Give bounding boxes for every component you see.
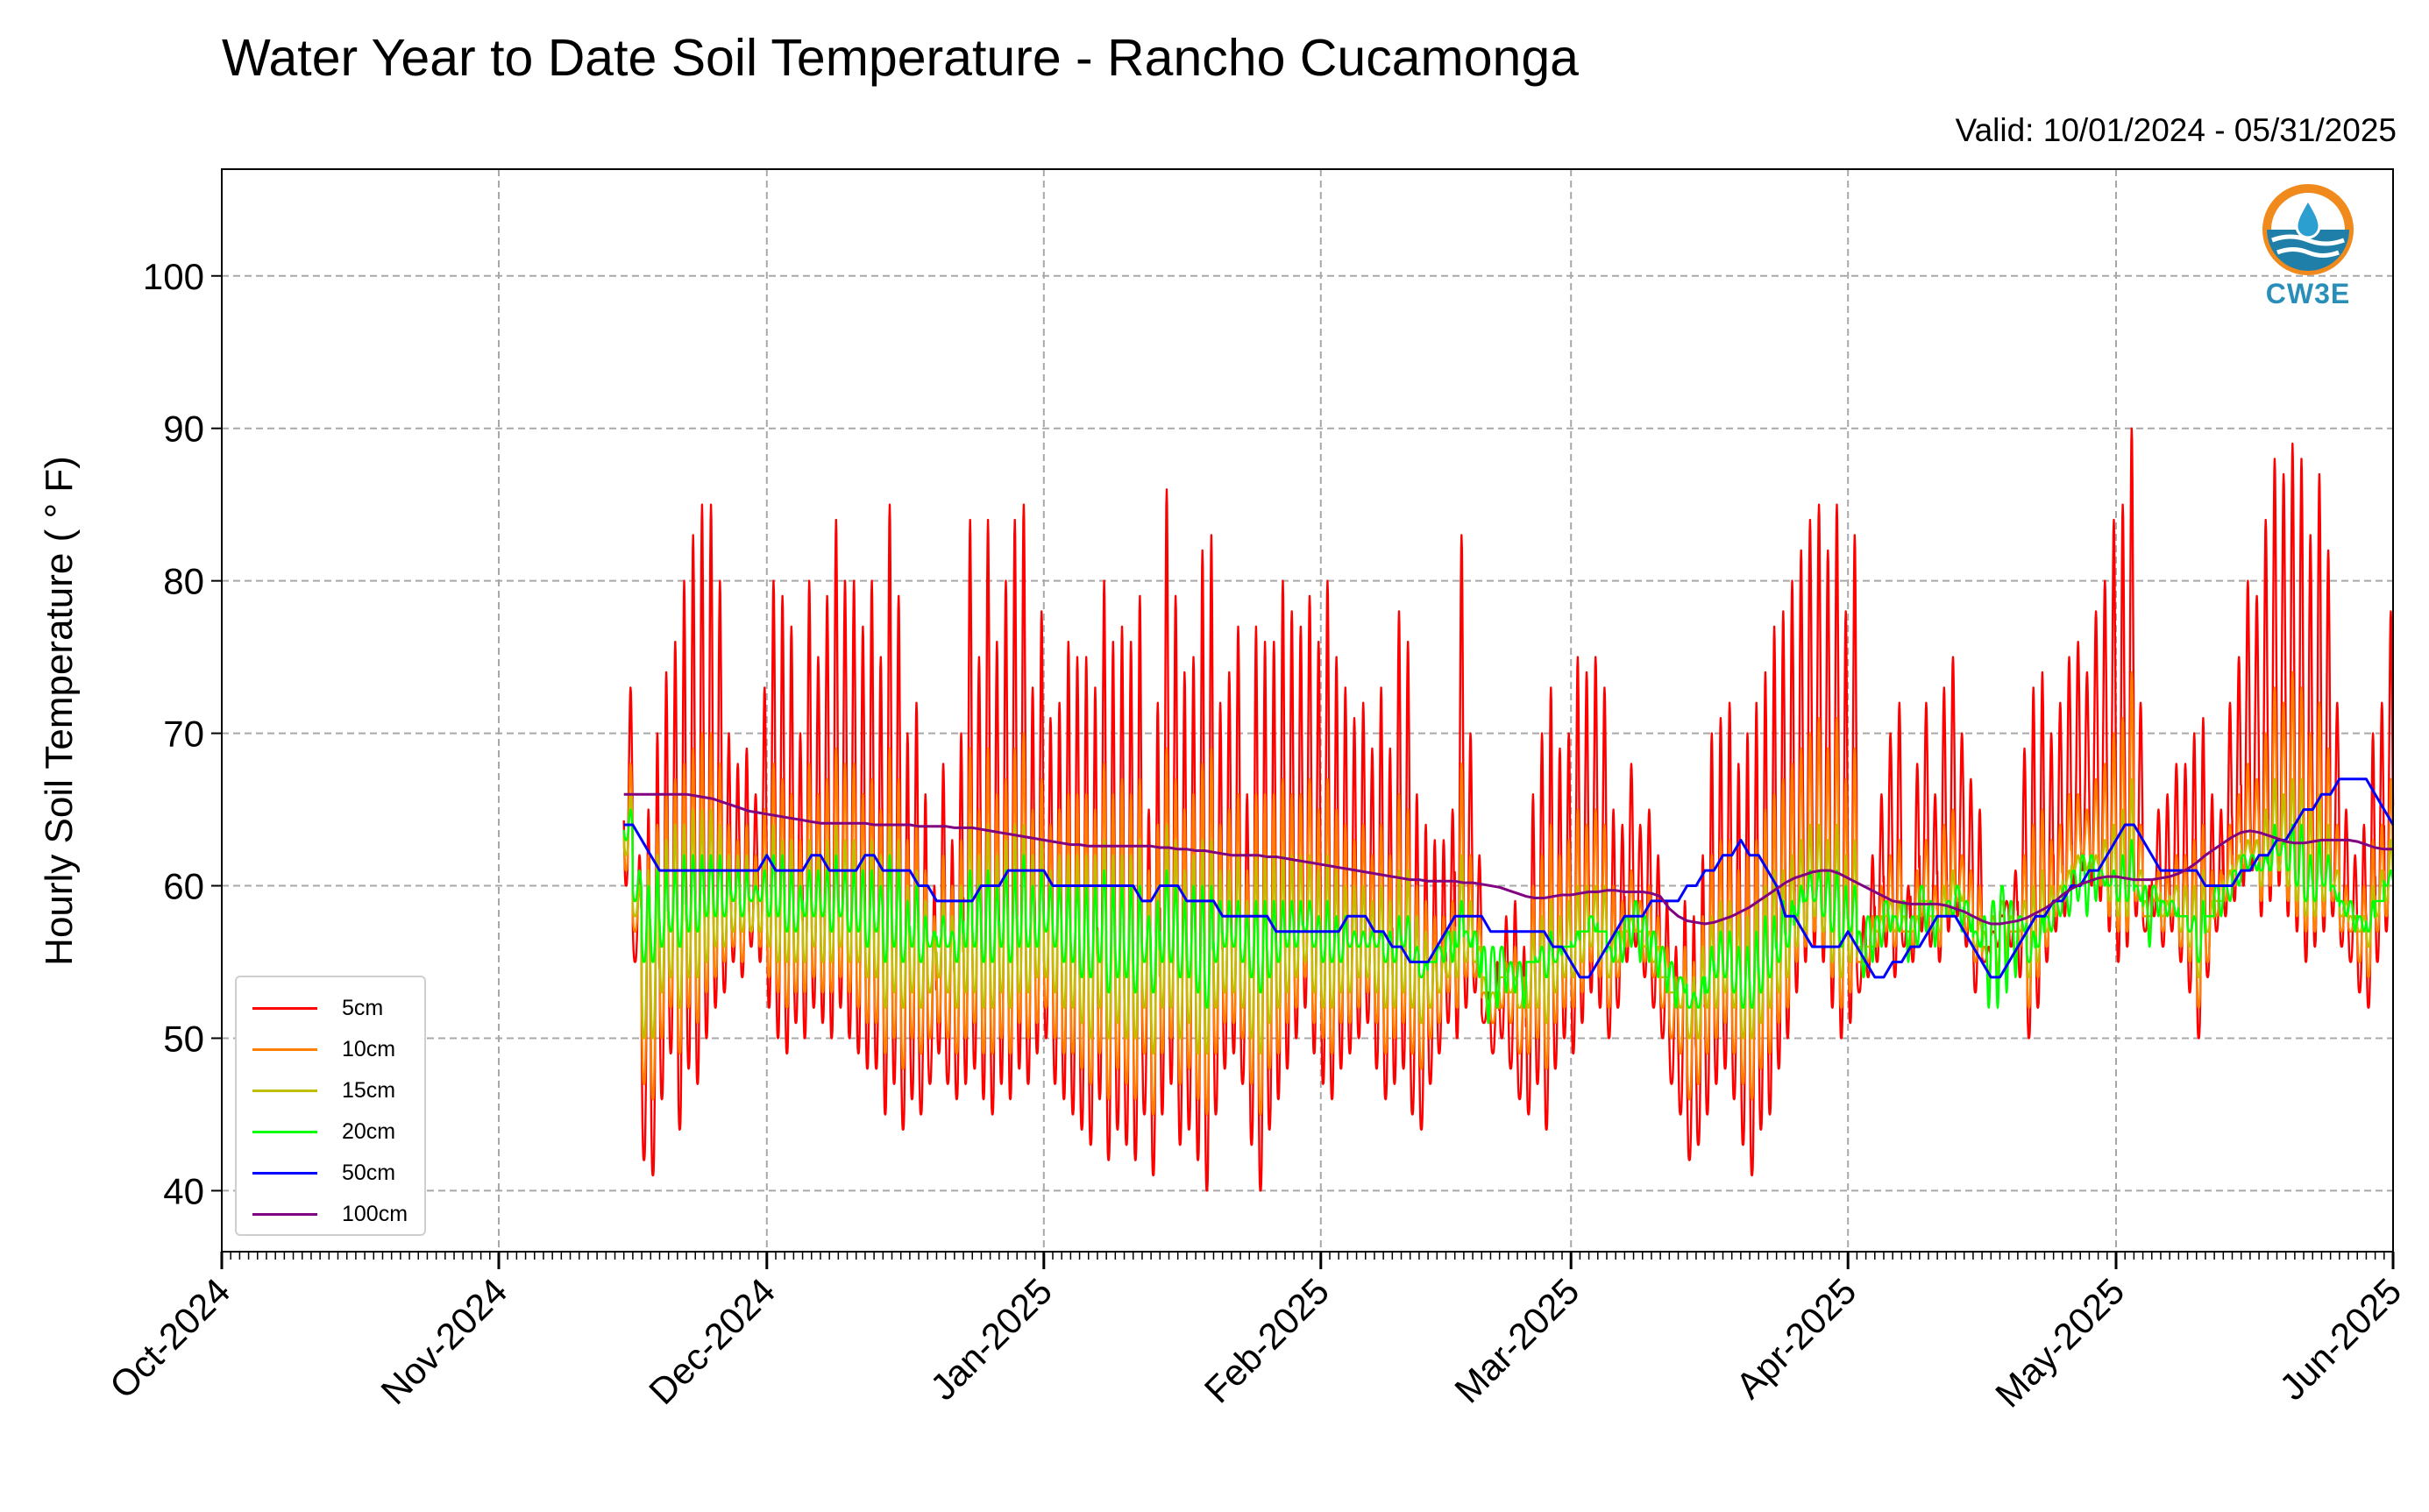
- legend-label: 5cm: [342, 996, 384, 1020]
- legend-label: 20cm: [342, 1119, 396, 1144]
- x-tick-label: May-2025: [1987, 1270, 2132, 1415]
- y-axis-label: Hourly Soil Temperature ( ° F): [38, 456, 81, 966]
- legend-item-5cm: 5cm: [252, 988, 424, 1029]
- legend-item-10cm: 10cm: [252, 1029, 424, 1070]
- legend-label: 15cm: [342, 1078, 396, 1103]
- legend-item-15cm: 15cm: [252, 1070, 424, 1111]
- y-tick-label: 50: [163, 1018, 204, 1059]
- series-line-15cm: [622, 777, 2395, 1055]
- legend-swatch: [252, 1213, 317, 1216]
- chart-legend: 5cm 10cm 15cm 20cm 50cm 100cm: [235, 976, 426, 1236]
- x-tick-label: Jun-2025: [2271, 1270, 2409, 1408]
- legend-swatch: [252, 1131, 317, 1133]
- chart-title: Water Year to Date Soil Temperature - Ra…: [222, 29, 1579, 87]
- plot-frame: [221, 168, 2394, 1253]
- legend-label: 50cm: [342, 1161, 396, 1185]
- legend-label: 10cm: [342, 1037, 396, 1061]
- series-line-100cm: [623, 792, 2393, 926]
- cw3e-logo-text: CW3E: [2265, 278, 2351, 309]
- series-line-50cm: [623, 777, 2395, 979]
- legend-item-50cm: 50cm: [252, 1153, 424, 1194]
- cw3e-water-drop-icon: [2262, 184, 2354, 275]
- legend-item-100cm: 100cm: [252, 1194, 424, 1235]
- x-tick-label: Nov-2024: [373, 1270, 515, 1412]
- x-tick-label: Jan-2025: [922, 1270, 1060, 1408]
- legend-swatch: [252, 1172, 317, 1175]
- legend-label: 100cm: [342, 1202, 408, 1226]
- y-tick-label: 70: [163, 713, 204, 755]
- y-tick-label: 100: [143, 256, 204, 297]
- legend-swatch: [252, 1090, 317, 1092]
- legend-swatch: [252, 1007, 317, 1010]
- x-tick-label: Dec-2024: [641, 1270, 783, 1412]
- y-tick-label: 80: [163, 561, 204, 602]
- chart-subtitle: Valid: 10/01/2024 - 05/31/2025: [1955, 112, 2397, 148]
- cw3e-logo: CW3E: [2260, 184, 2356, 310]
- y-tick-label: 90: [163, 408, 204, 450]
- series-lines: [622, 427, 2395, 1192]
- y-tick-label: 40: [163, 1170, 204, 1211]
- x-tick-label: Apr-2025: [1728, 1270, 1864, 1406]
- y-tick-label: 60: [163, 866, 204, 907]
- x-tick-label: Mar-2025: [1446, 1270, 1587, 1410]
- legend-item-20cm: 20cm: [252, 1111, 424, 1153]
- x-tick-label: Feb-2025: [1197, 1270, 1337, 1410]
- legend-swatch: [252, 1048, 317, 1051]
- series-line-20cm: [622, 808, 2395, 1025]
- x-tick-label: Oct-2024: [102, 1270, 238, 1406]
